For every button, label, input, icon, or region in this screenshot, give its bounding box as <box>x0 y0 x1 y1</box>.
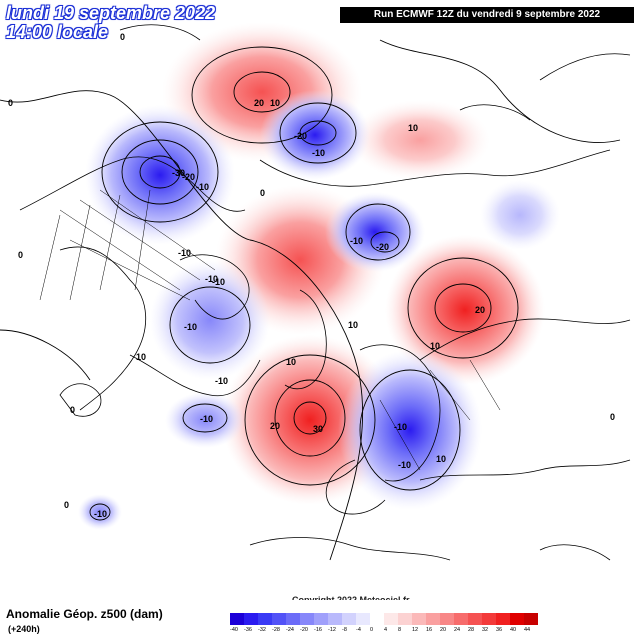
neg-anomaly-east-asia <box>480 180 560 250</box>
legend-label: -12 <box>328 627 336 633</box>
legend-label: 16 <box>426 627 433 633</box>
contour-label: 10 <box>436 454 446 464</box>
legend-swatch <box>230 613 244 625</box>
legend-label: -24 <box>286 627 294 633</box>
legend-swatch <box>328 613 342 625</box>
legend-label: 0 <box>370 627 374 633</box>
neg-anomaly-alaska <box>85 105 235 245</box>
peak-label: -20 <box>376 242 389 252</box>
legend-swatch <box>398 613 412 625</box>
legend-swatch <box>300 613 314 625</box>
zero-label: 0 <box>70 405 75 415</box>
neg-anomaly-newfoundland <box>165 392 245 448</box>
peak-label: -10 <box>94 509 107 519</box>
legend-label: -28 <box>272 627 280 633</box>
legend-label: -4 <box>356 627 361 633</box>
contour-label: 10 <box>270 98 280 108</box>
legend-label: 12 <box>412 627 419 633</box>
contour-label: -10 <box>196 182 209 192</box>
legend-swatch <box>454 613 468 625</box>
contour-labels: -30 -20 -10 20 10 -20 -10 -20 -10 20 10 … <box>8 32 615 519</box>
contour-label: -10 <box>184 322 197 332</box>
legend-swatch <box>384 613 398 625</box>
lead-time-label: (+240h) <box>8 624 40 634</box>
contour-label: -10 <box>398 460 411 470</box>
contour-label: -10 <box>350 236 363 246</box>
legend-label: 28 <box>468 627 475 633</box>
color-legend <box>230 613 538 625</box>
legend-swatch <box>314 613 328 625</box>
legend-swatch <box>482 613 496 625</box>
contour-label: -10 <box>205 274 218 284</box>
legend-label: 32 <box>482 627 489 633</box>
zero-label: 0 <box>64 500 69 510</box>
legend-label: -20 <box>300 627 308 633</box>
legend-label: -40 <box>230 627 238 633</box>
contour-label: 10 <box>136 352 146 362</box>
peak-label: 20 <box>254 98 264 108</box>
peak-label: -10 <box>200 414 213 424</box>
legend-swatch <box>510 613 524 625</box>
legend-label: 4 <box>384 627 388 633</box>
contour-label: -10 <box>312 148 325 158</box>
legend-swatch <box>286 613 300 625</box>
legend-swatch <box>356 613 370 625</box>
legend-label: 20 <box>440 627 447 633</box>
contour-label: 10 <box>408 123 418 133</box>
color-legend-labels: -40 -36 -32 -28 -24 -20 -16 -12 -8 -4 0 4 8 12 16 20 24 2… <box>230 627 538 637</box>
legend-label: -8 <box>342 627 347 633</box>
legend-label: 40 <box>510 627 517 633</box>
contour-label: -10 <box>215 376 228 386</box>
contour-label: 10 <box>286 357 296 367</box>
run-info: Run ECMWF 12Z du vendredi 9 septembre 20… <box>340 7 634 23</box>
zero-label: 0 <box>610 412 615 422</box>
contour-label: 10 <box>430 341 440 351</box>
peak-label: -30 <box>172 168 185 178</box>
peak-label: 30 <box>313 424 323 434</box>
anomaly-shading <box>78 22 560 530</box>
anomaly-map: -30 -20 -10 20 10 -20 -10 -20 -10 20 10 … <box>0 22 631 561</box>
legend-label: 24 <box>454 627 461 633</box>
legend-swatch <box>496 613 510 625</box>
peak-label: -10 <box>394 422 407 432</box>
zero-label: 0 <box>120 32 125 42</box>
legend-swatch <box>342 613 356 625</box>
coastlines <box>19 24 631 561</box>
peak-label: 20 <box>475 305 485 315</box>
legend-swatch <box>524 613 538 625</box>
pos-anomaly-ural <box>385 235 545 385</box>
contour-label: 20 <box>270 421 280 431</box>
legend-swatch <box>468 613 482 625</box>
legend-label: 8 <box>398 627 402 633</box>
legend-label: -16 <box>314 627 322 633</box>
zero-label: 0 <box>8 98 13 108</box>
forecast-local-time: 14:00 locale <box>6 21 109 42</box>
forecast-date: lundi 19 septembre 2022 <box>6 3 216 23</box>
legend-swatch <box>370 613 384 625</box>
legend-swatch <box>412 613 426 625</box>
boundaries <box>39 189 501 471</box>
variable-label: Anomalie Géop. z500 (dam) <box>6 607 163 621</box>
contour-label: -20 <box>182 172 195 182</box>
legend-swatch <box>440 613 454 625</box>
contours <box>0 39 621 561</box>
legend-swatch <box>272 613 286 625</box>
legend-label: 44 <box>524 627 531 633</box>
zero-label: 0 <box>18 250 23 260</box>
legend-label: 36 <box>496 627 503 633</box>
peak-label: -20 <box>294 131 307 141</box>
pos-anomaly-siberia <box>350 100 490 180</box>
neg-anomaly-subtropical <box>78 494 122 530</box>
contour-label: -10 <box>178 248 191 258</box>
peak-label: -10 <box>212 277 225 287</box>
contour-label: 10 <box>348 320 358 330</box>
zero-label: 0 <box>260 188 265 198</box>
legend-swatch <box>258 613 272 625</box>
title-block: lundi 19 septembre 2022 14:00 locale <box>6 4 215 42</box>
legend-label: -32 <box>258 627 266 633</box>
legend-swatch <box>426 613 440 625</box>
neg-anomaly-east-siberia <box>260 90 370 180</box>
legend-swatch <box>244 613 258 625</box>
legend-label: -36 <box>244 627 252 633</box>
